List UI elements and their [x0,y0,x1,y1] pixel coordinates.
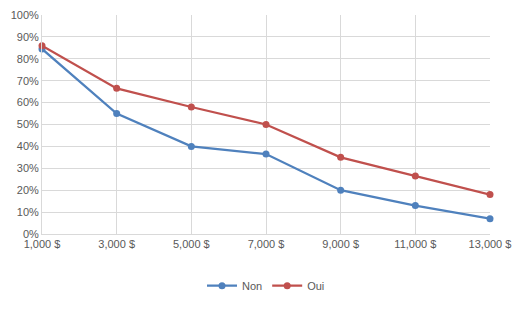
svg-text:20%: 20% [17,184,39,196]
svg-text:0%: 0% [23,228,39,240]
svg-text:7,000 $: 7,000 $ [248,238,285,250]
svg-text:100%: 100% [11,9,39,21]
svg-text:1,000 $: 1,000 $ [24,238,61,250]
svg-text:9,000 $: 9,000 $ [322,238,359,250]
svg-text:10%: 10% [17,206,39,218]
svg-text:30%: 30% [17,162,39,174]
svg-text:40%: 40% [17,140,39,152]
svg-text:90%: 90% [17,31,39,43]
svg-text:80%: 80% [17,53,39,65]
svg-text:11,000 $: 11,000 $ [394,238,436,250]
svg-text:5,000 $: 5,000 $ [173,238,210,250]
svg-text:Oui: Oui [307,280,324,292]
svg-text:3,000 $: 3,000 $ [98,238,135,250]
svg-text:60%: 60% [17,96,39,108]
svg-text:Non: Non [242,280,262,292]
svg-text:50%: 50% [17,118,39,130]
svg-text:70%: 70% [17,75,39,87]
svg-text:13,000 $: 13,000 $ [469,238,512,250]
